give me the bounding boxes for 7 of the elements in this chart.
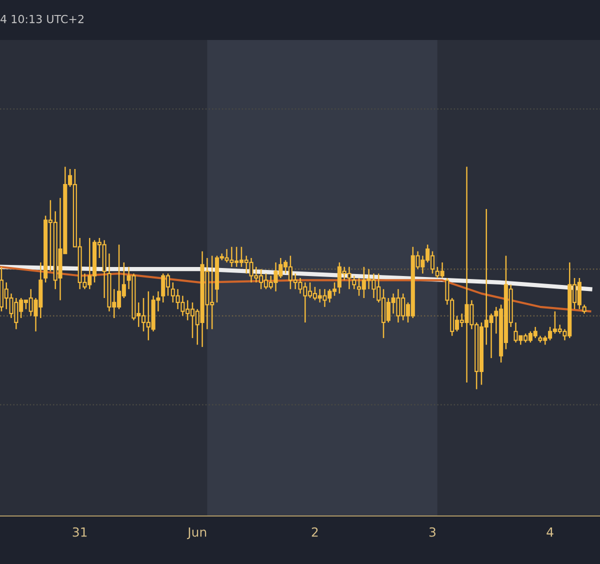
x-tick-label: Jun bbox=[186, 527, 206, 540]
x-tick-label: 4 bbox=[546, 527, 554, 537]
x-tick-label: 3 bbox=[429, 527, 436, 537]
x-tick-label: 2 bbox=[312, 527, 318, 537]
x-tick-label: 31 bbox=[72, 527, 87, 537]
text: 4 10:13 UTC+2 bbox=[0, 14, 84, 24]
candlestick bbox=[352, 275, 356, 290]
